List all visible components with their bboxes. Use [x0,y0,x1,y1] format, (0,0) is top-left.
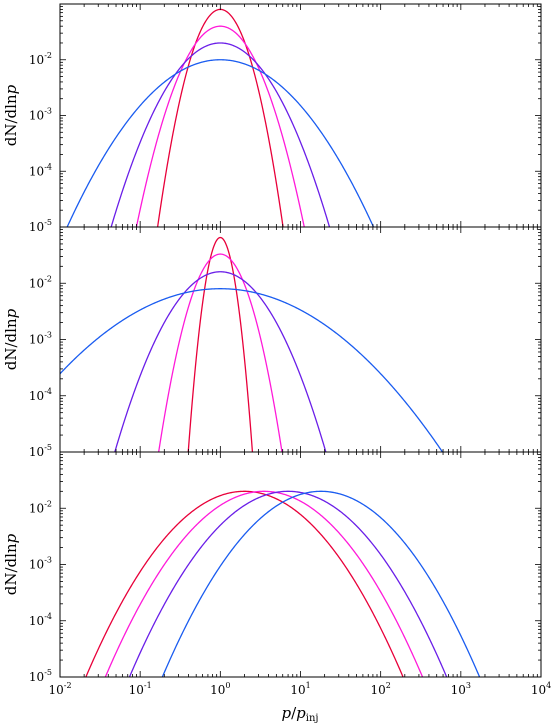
y-tick-label: 10-2 [29,274,52,290]
series-line-3 [114,271,327,452]
y-tick-label: 10-2 [29,499,52,515]
y-tick-label: 10-2 [29,51,52,67]
ticks [59,451,542,678]
y-tick-label: 10-5 [29,218,52,234]
y-axis-label: dN/dlnp [2,308,20,370]
x-tick-label: 104 [531,681,551,697]
series-line-3 [128,490,448,677]
y-tick-label: 10-4 [29,387,52,403]
series-line-1 [85,490,404,677]
series-line-2 [135,25,305,227]
x-tick-labels: 10-2 10-1 100 101 102 103 104 [48,681,551,697]
y-tick-label: 10-3 [29,556,52,572]
ticks [59,226,542,453]
x-tick-label: 103 [451,681,471,697]
x-tick-label: 102 [370,681,390,697]
axes-frame [59,451,542,678]
series-line-3 [110,42,331,227]
series-line-4 [161,490,481,677]
y-tick-label: 10-4 [29,612,52,628]
axes-frame [59,226,542,453]
series-line-2 [104,490,424,677]
y-tick-label: 10-5 [29,668,52,684]
curves [66,8,375,227]
x-tick-label: 10-2 [48,681,71,697]
curves [60,236,444,452]
panels: 10-2 10-3 10-4 10-5 dN/dlnp 10-2 10-3 10-4 10-5 d… [2,3,542,684]
panel-middle: 10-2 10-3 10-4 10-5 dN/dlnp [2,226,542,459]
panel-bottom: 10-2 10-3 10-4 10-5 dN/dlnp [2,451,542,684]
x-axis-label: p/pinj [281,704,318,724]
series-line-4 [60,288,444,452]
y-tick-label: 10-5 [29,443,52,459]
y-tick-label: 10-4 [29,162,52,178]
series-line-2 [157,253,283,452]
y-tick-label: 10-3 [29,107,52,123]
series-line-4 [66,59,375,227]
curves [85,490,481,677]
series-line-1 [187,236,254,452]
y-axis-label: dN/dlnp [2,84,20,146]
y-tick-label: 10-3 [29,331,52,347]
series-line-1 [156,8,284,227]
x-tick-label: 10-1 [129,681,152,697]
x-tick-label: 100 [210,681,230,697]
x-tick-label: 101 [290,681,310,697]
panel-top: 10-2 10-3 10-4 10-5 dN/dlnp [2,3,542,234]
y-axis-label: dN/dlnp [2,533,20,595]
